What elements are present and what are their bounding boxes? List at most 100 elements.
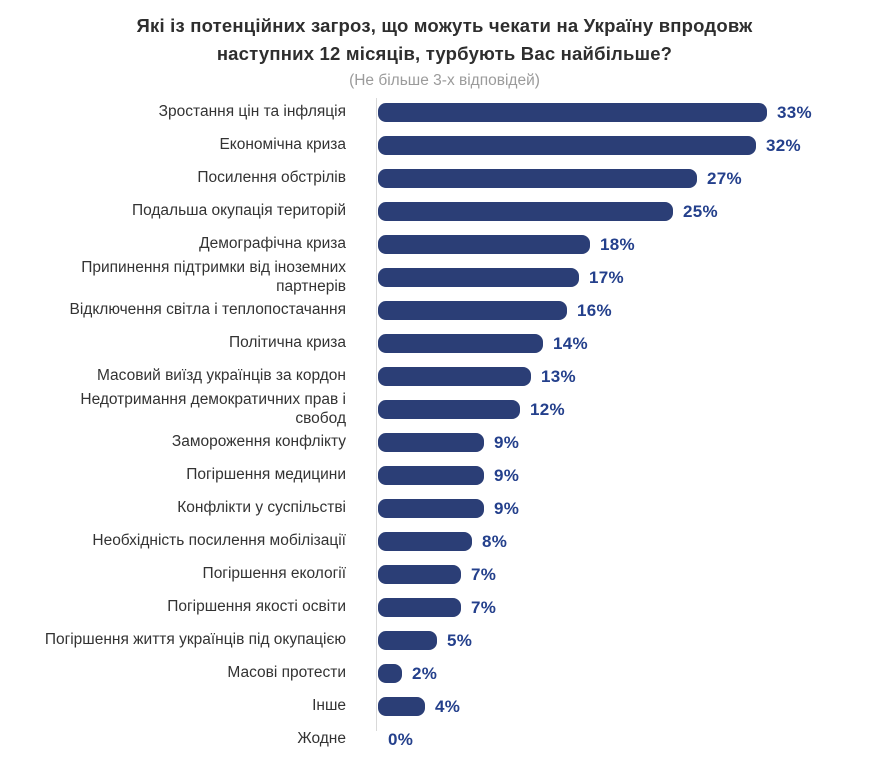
- bar-track: 7%: [376, 598, 889, 618]
- chart-header: Які із потенційних загроз, що можуть чек…: [0, 0, 889, 90]
- bar: [378, 235, 590, 255]
- bar: [378, 598, 461, 618]
- value-label: 32%: [766, 135, 801, 155]
- value-label: 9%: [494, 432, 520, 452]
- category-label: Подальша окупація територій: [131, 202, 346, 220]
- value-label: 7%: [471, 564, 497, 584]
- bar-track: 18%: [376, 235, 889, 255]
- value-label: 7%: [471, 597, 497, 617]
- value-label: 8%: [482, 531, 508, 551]
- value-label: 9%: [494, 465, 520, 485]
- bar-row: Погіршення медицини 9%: [0, 459, 889, 492]
- category-label: Необхідність посилення мобілізації: [92, 532, 346, 550]
- bar-track: 27%: [376, 169, 889, 189]
- bar-track: 16%: [376, 301, 889, 321]
- chart-title: Які із потенційних загроз, що можуть чек…: [136, 15, 753, 64]
- value-label: 5%: [447, 630, 473, 650]
- bar-track: 25%: [376, 202, 889, 222]
- value-label: 2%: [412, 663, 438, 683]
- value-label: 25%: [683, 201, 718, 221]
- bar-chart: Зростання цін та інфляція 33% Економічна к…: [0, 96, 889, 756]
- bar: [378, 103, 767, 123]
- category-label: Відключення світла і теплопостачання: [69, 301, 347, 319]
- category-label: Жодне: [297, 730, 346, 748]
- category-label: Погіршення життя українців під окупацією: [44, 631, 346, 649]
- bar-row: Масові протести 2%: [0, 657, 889, 690]
- bar: [378, 697, 425, 717]
- value-label: 27%: [707, 168, 742, 188]
- value-label: 4%: [435, 696, 461, 716]
- bar-row: Жодне 0%: [0, 723, 889, 756]
- category-label: Демографічна криза: [199, 235, 346, 253]
- bar-row: Замороження конфлікту 9%: [0, 426, 889, 459]
- bar: [378, 631, 437, 651]
- value-label: 0%: [388, 729, 414, 749]
- bar-track: 0%: [376, 730, 889, 750]
- bar-row: Конфлікти у суспільстві 9%: [0, 492, 889, 525]
- bar: [378, 202, 673, 222]
- category-label: Замороження конфлікту: [171, 433, 346, 451]
- category-label: Припинення підтримки від іноземних партн…: [81, 259, 346, 295]
- bar-row: Необхідність посилення мобілізації 8%: [0, 525, 889, 558]
- bar-row: Погіршення життя українців під окупацією…: [0, 624, 889, 657]
- bar-row: Погіршення якості освіти 7%: [0, 591, 889, 624]
- bar: [378, 301, 567, 321]
- bar-row: Відключення світла і теплопостачання 16%: [0, 294, 889, 327]
- bar-track: 13%: [376, 367, 889, 387]
- category-label: Інше: [312, 697, 346, 715]
- bar: [378, 466, 484, 486]
- bar-row: Демографічна криза 18%: [0, 228, 889, 261]
- category-label: Зростання цін та інфляція: [158, 103, 346, 121]
- value-label: 9%: [494, 498, 520, 518]
- bar: [378, 400, 520, 420]
- bar-row: Припинення підтримки від іноземних партн…: [0, 259, 889, 295]
- bar-track: 17%: [376, 268, 889, 288]
- axis-baseline: [376, 98, 377, 732]
- bar-track: 8%: [376, 532, 889, 552]
- bar-track: 14%: [376, 334, 889, 354]
- bar-track: 32%: [376, 136, 889, 156]
- bar: [378, 334, 543, 354]
- value-label: 18%: [600, 234, 635, 254]
- bar-row: Погіршення екології 7%: [0, 558, 889, 591]
- value-label: 13%: [541, 366, 576, 386]
- category-label: Масові протести: [227, 664, 346, 682]
- category-label: Політична криза: [228, 334, 346, 352]
- bar: [378, 433, 484, 453]
- bar-row: Зростання цін та інфляція 33%: [0, 96, 889, 129]
- bar: [378, 136, 756, 156]
- bar: [378, 367, 531, 387]
- bar: [378, 499, 484, 519]
- bar-track: 9%: [376, 499, 889, 519]
- bar-track: 9%: [376, 433, 889, 453]
- value-label: 12%: [530, 399, 565, 419]
- bar-track: 5%: [376, 631, 889, 651]
- category-label: Посилення обстрілів: [197, 169, 346, 187]
- bar-row: Недотримання демократичних прав і свобод…: [0, 391, 889, 427]
- bar-row: Економічна криза 32%: [0, 129, 889, 162]
- bar-track: 7%: [376, 565, 889, 585]
- bar-rows-container: Зростання цін та інфляція 33% Економічна к…: [0, 96, 889, 756]
- value-label: 14%: [553, 333, 588, 353]
- category-label: Недотримання демократичних прав і свобод: [80, 391, 346, 427]
- bar-track: 4%: [376, 697, 889, 717]
- bar-row: Посилення обстрілів 27%: [0, 162, 889, 195]
- bar-track: 9%: [376, 466, 889, 486]
- bar-track: 33%: [376, 103, 889, 123]
- value-label: 33%: [777, 102, 812, 122]
- category-label: Конфлікти у суспільстві: [177, 499, 346, 517]
- bar-row: Масовий виїзд українців за кордон 13%: [0, 360, 889, 393]
- category-label: Погіршення екології: [202, 565, 346, 583]
- bar: [378, 532, 472, 552]
- bar-row: Подальша окупація територій 25%: [0, 195, 889, 228]
- bar: [378, 268, 579, 288]
- bar-track: 12%: [376, 400, 889, 420]
- bar: [378, 565, 461, 585]
- chart-subtitle: (Не більше 3-х відповідей): [349, 71, 540, 89]
- bar: [378, 169, 697, 189]
- category-label: Економічна криза: [219, 136, 346, 154]
- value-label: 16%: [577, 300, 612, 320]
- bar-row: Політична криза 14%: [0, 327, 889, 360]
- bar-row: Інше 4%: [0, 690, 889, 723]
